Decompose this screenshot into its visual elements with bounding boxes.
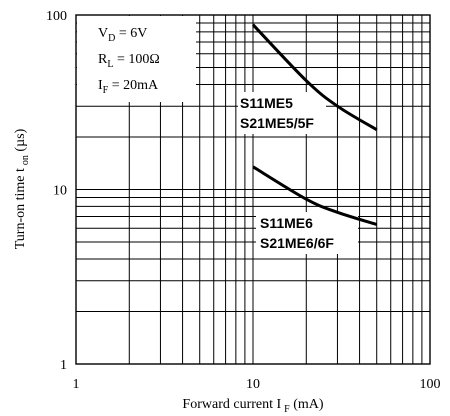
condition-if: IF = 20mA — [98, 78, 159, 96]
y-tick-labels: 1 10 100 — [46, 9, 67, 373]
series-label-bg-me6 — [256, 212, 358, 254]
x-tick-label: 10 — [246, 377, 260, 392]
y-tick-label: 10 — [53, 184, 67, 199]
y-axis-label: Turn-on time ton (µs) — [13, 128, 31, 249]
conditions-box — [77, 16, 196, 102]
series-label-me6-line2: S21ME6/6F — [260, 235, 334, 251]
plot-frame — [75, 14, 431, 365]
series-label-me5-line2: S21ME5/5F — [240, 115, 314, 131]
series-label-bg-me5 — [238, 92, 326, 134]
y-tick-label: 1 — [60, 358, 67, 373]
series-label-me6-line1: S11ME6 — [260, 215, 313, 231]
x-tick-label: 100 — [420, 377, 441, 392]
series-curves — [251, 23, 378, 226]
series-label-me5-line1: S11ME5 — [240, 95, 293, 111]
x-tick-label: 1 — [73, 377, 80, 392]
condition-rl: RL = 100Ω — [98, 52, 160, 70]
condition-vd: VD = 6V — [98, 26, 147, 44]
x-tick-labels: 1 10 100 — [73, 377, 441, 392]
grid — [76, 15, 430, 364]
series-curve-2 — [252, 165, 378, 226]
y-tick-label: 100 — [46, 9, 67, 24]
series-curve-1 — [251, 23, 378, 131]
